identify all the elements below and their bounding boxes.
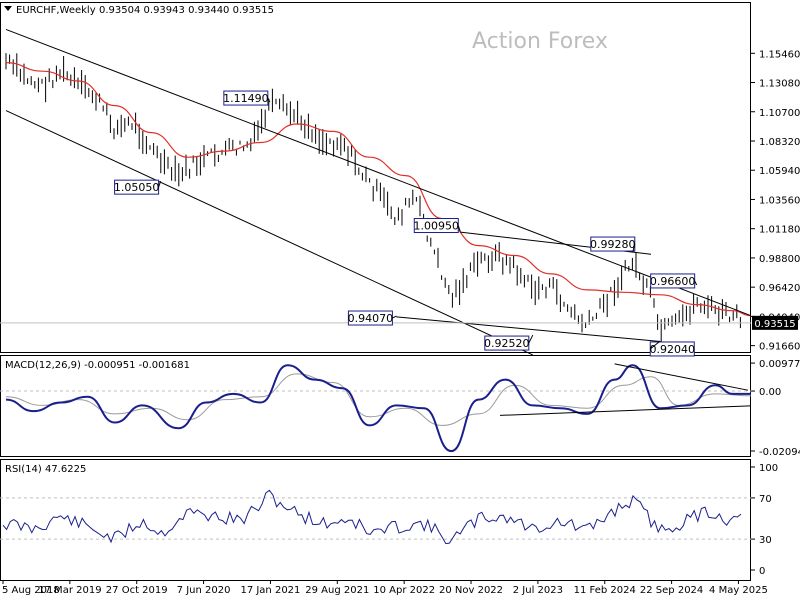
date-axis-tick: 7 Jun 2020 <box>177 585 231 596</box>
date-axis-tick: 10 Apr 2022 <box>373 585 435 596</box>
price-axis-tick: 1.05940 <box>759 166 800 177</box>
price-axis-tick: 1.10700 <box>759 108 800 119</box>
price-annotation-label: 0.99280 <box>590 238 636 251</box>
price-annotation-connector <box>649 340 661 350</box>
price-trend-line[interactable] <box>5 110 534 356</box>
date-axis-tick: 17 Jan 2021 <box>240 585 300 596</box>
macd-axis-tick: 0.00977 <box>759 359 800 370</box>
price-annotation-label: 0.92040 <box>650 343 696 356</box>
price-pane <box>0 2 751 353</box>
ma-line <box>5 62 752 317</box>
date-axis-tick: 22 Sep 2024 <box>640 585 703 596</box>
rsi-axis-tick: 70 <box>759 494 772 505</box>
macd-axis-tick: -0.020949 <box>759 447 800 458</box>
price-trend-line[interactable] <box>396 316 661 342</box>
macd-trend-line[interactable] <box>499 405 751 416</box>
dropdown-arrow-icon[interactable] <box>4 6 12 11</box>
current-price-label: 0.93515 <box>754 319 795 330</box>
rsi-line <box>2 489 742 545</box>
rsi-title: RSI(14) 47.6225 <box>5 464 86 475</box>
watermark: Action Forex <box>472 29 608 54</box>
rsi-axis-tick: 100 <box>759 463 778 474</box>
macd-pane <box>0 355 751 457</box>
price-axis-tick: 1.13080 <box>759 79 800 90</box>
price-annotation-connector <box>267 97 271 103</box>
date-axis-tick: 17 Mar 2019 <box>38 585 101 596</box>
price-axis-tick: 1.15460 <box>759 49 800 60</box>
symbol-title: EURCHF,Weekly <box>16 5 96 16</box>
date-axis-tick: 20 Nov 2022 <box>439 585 503 596</box>
macd-line <box>5 364 751 453</box>
macd-trend-line[interactable] <box>614 363 749 391</box>
price-annotation-connector <box>632 243 636 253</box>
date-axis-tick: 5 Aug 2018 <box>2 585 60 596</box>
rsi-pane <box>0 459 751 581</box>
date-axis-tick: 29 Aug 2021 <box>305 585 369 596</box>
price-axis-tick: 1.03560 <box>759 195 800 206</box>
macd-signal-line <box>5 373 752 426</box>
price-annotation-connector <box>528 334 534 344</box>
current-price-box <box>752 315 798 330</box>
price-annotation-label: 1.11490 <box>223 92 269 105</box>
price-annotation-label: 0.94070 <box>348 312 394 325</box>
price-trend-line[interactable] <box>5 28 752 317</box>
price-annotation-label: 1.00950 <box>414 220 460 233</box>
price-axis-tick: 0.91660 <box>759 342 800 353</box>
price-axis-tick: 1.01180 <box>759 225 800 236</box>
rsi-axis-tick: 0 <box>759 566 765 577</box>
date-axis-tick: 2 Jul 2023 <box>513 585 563 596</box>
price-annotation-connector <box>457 225 461 232</box>
price-annotation-label: 0.92520 <box>484 337 530 350</box>
rsi-axis-tick: 30 <box>759 535 772 546</box>
date-axis-tick: 11 Feb 2024 <box>574 585 636 596</box>
price-annotation-connector <box>694 280 698 286</box>
date-axis-tick: 4 May 2025 <box>709 585 768 596</box>
price-annotation-label: 1.05050 <box>114 181 160 194</box>
price-annotation-connector <box>392 315 397 319</box>
macd-title: MACD(12,26,9) -0.000951 -0.001681 <box>5 360 190 371</box>
price-annotation-label: 0.96600 <box>650 275 696 288</box>
price-axis-tick: 0.98800 <box>759 254 800 265</box>
date-axis-tick: 27 Oct 2019 <box>106 585 168 596</box>
price-annotation-connector <box>158 180 162 188</box>
macd-axis-tick: 0.00 <box>759 387 781 398</box>
price-axis-tick: 1.08320 <box>759 137 800 148</box>
price-axis-tick: 0.96420 <box>759 283 800 294</box>
ohlc-readout: 0.93504 0.93943 0.93440 0.93515 <box>99 5 274 16</box>
